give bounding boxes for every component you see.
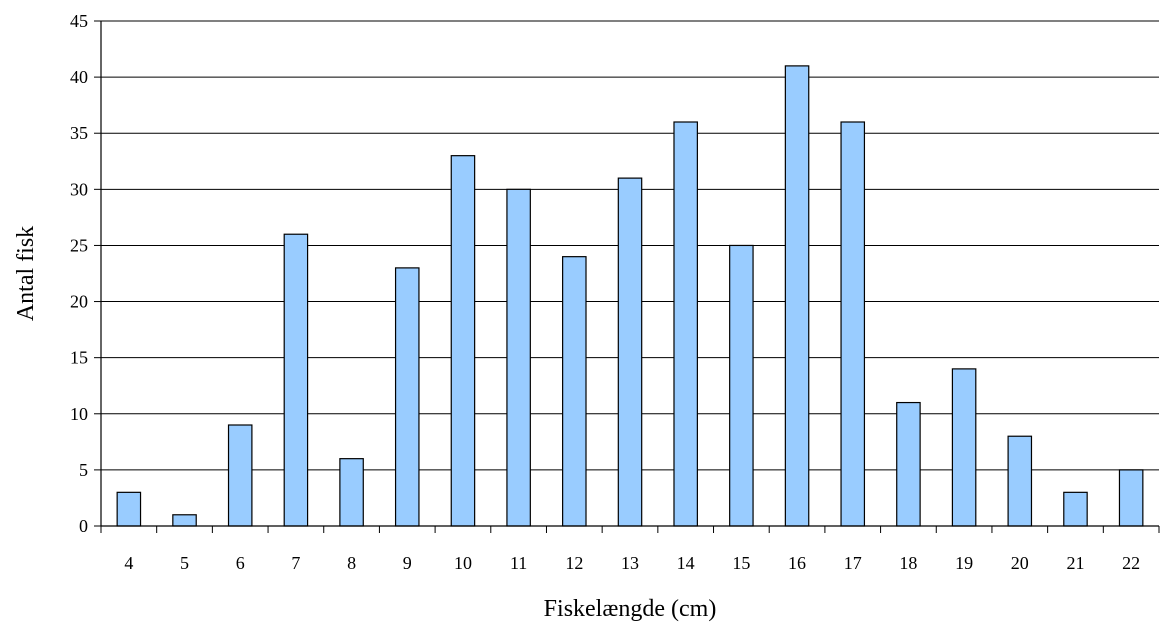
y-axis-title: Antal fisk xyxy=(13,226,39,321)
bar-20 xyxy=(1007,435,1033,527)
x-tick-label: 22 xyxy=(1122,553,1140,573)
x-tick-label: 11 xyxy=(510,553,527,573)
y-tick-label: 5 xyxy=(79,460,88,480)
bar-22 xyxy=(1118,469,1144,527)
y-tick-label: 30 xyxy=(70,179,88,199)
x-tick-label: 18 xyxy=(899,553,917,573)
x-tick-label: 15 xyxy=(732,553,750,573)
x-tick-label: 12 xyxy=(565,553,583,573)
x-tick-label: 8 xyxy=(347,553,356,573)
x-tick-label: 9 xyxy=(403,553,412,573)
y-tick-label: 0 xyxy=(79,516,88,536)
x-tick-label: 14 xyxy=(677,553,695,573)
bar-15 xyxy=(729,244,754,527)
bar-5 xyxy=(172,514,197,527)
bar-21 xyxy=(1063,491,1088,527)
y-tick-labels: 0 5 10 15 20 25 30 35 40 45 xyxy=(70,11,88,536)
bar-19 xyxy=(951,368,977,527)
x-tick-label: 10 xyxy=(454,553,472,573)
bar-12 xyxy=(562,256,587,527)
axes xyxy=(94,20,1160,533)
bar-11 xyxy=(506,188,531,527)
y-tick-label: 45 xyxy=(70,11,88,31)
bar-8 xyxy=(339,458,364,527)
y-tick-label: 10 xyxy=(70,404,88,424)
bar-13 xyxy=(617,177,643,527)
bar-7 xyxy=(283,233,309,527)
bar-10 xyxy=(450,155,476,527)
bar-18 xyxy=(896,401,921,527)
y-tick-label: 35 xyxy=(70,123,88,143)
bar-17 xyxy=(840,121,866,527)
bar-9 xyxy=(394,267,420,527)
bars xyxy=(116,65,1144,527)
x-tick-label: 7 xyxy=(291,553,300,573)
y-tick-label: 20 xyxy=(70,292,88,312)
x-tick-label: 19 xyxy=(955,553,973,573)
x-tick-labels: 4 5 6 7 8 9 10 11 12 13 14 15 16 17 18 19 20 21 22 xyxy=(124,553,1140,573)
y-tick-label: 15 xyxy=(70,348,88,368)
bar-14 xyxy=(673,121,698,527)
x-tick-label: 20 xyxy=(1011,553,1029,573)
y-tick-label: 25 xyxy=(70,235,88,255)
bar-6 xyxy=(227,424,253,527)
x-tick-label: 16 xyxy=(788,553,806,573)
x-tick-label: 21 xyxy=(1066,553,1084,573)
x-axis-title: Fiskelængde (cm) xyxy=(544,596,717,622)
x-tick-label: 13 xyxy=(621,553,639,573)
x-tick-label: 17 xyxy=(844,553,862,573)
bar-16 xyxy=(784,65,810,527)
x-tick-label: 5 xyxy=(180,553,189,573)
x-tick-label: 6 xyxy=(236,553,245,573)
bar-4 xyxy=(116,491,142,527)
y-tick-label: 40 xyxy=(70,67,88,87)
x-tick-label: 4 xyxy=(124,553,133,573)
